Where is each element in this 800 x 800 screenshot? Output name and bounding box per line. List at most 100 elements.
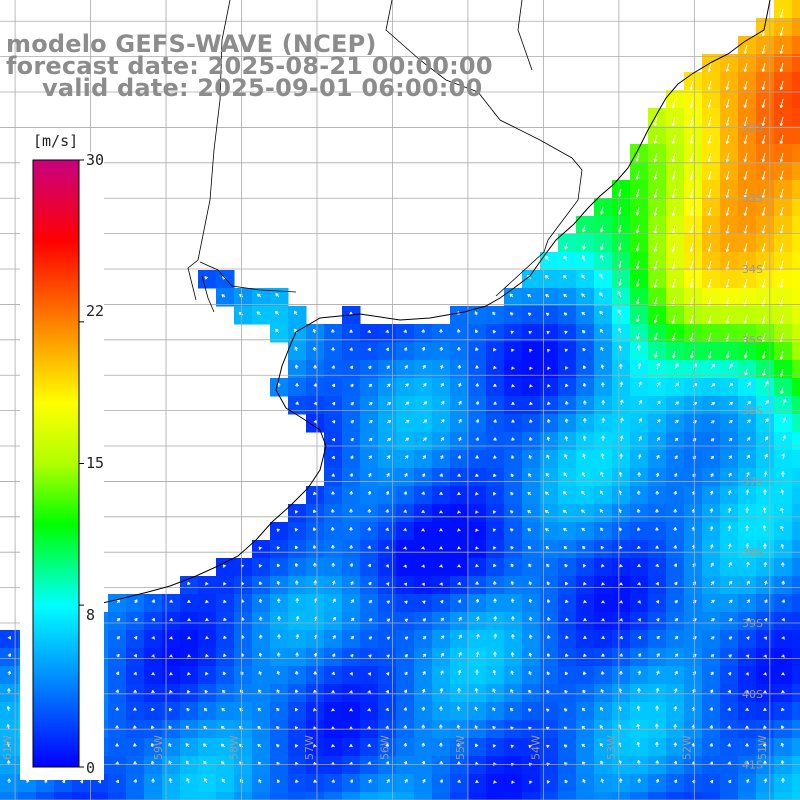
- wind-speed-cell: [702, 792, 721, 800]
- wind-arrow-head: [581, 527, 585, 530]
- wind-arrow: [708, 170, 712, 180]
- wind-speed-cell: [486, 648, 505, 667]
- wind-speed-cell: [378, 774, 397, 793]
- wind-arrow: [636, 296, 640, 305]
- wind-speed-cell: [234, 648, 253, 667]
- wind-arrow-head: [222, 689, 226, 692]
- wind-arrow-head: [730, 420, 733, 424]
- wind-speed-cell: [432, 702, 451, 721]
- wind-speed-cell: [468, 378, 487, 397]
- wind-speed-cell: [468, 738, 487, 757]
- wind-arrow-head: [388, 383, 391, 388]
- wind-arrow: [600, 254, 604, 262]
- wind-arrow-head: [671, 212, 674, 216]
- wind-arrow-head: [152, 672, 155, 676]
- wind-speed-cell: [774, 432, 793, 451]
- wind-arrow-head: [405, 600, 408, 605]
- wind-speed-cell: [522, 450, 541, 469]
- wind-arrow-head: [707, 194, 710, 198]
- wind-arrow-head: [295, 545, 299, 549]
- wind-arrow-head: [637, 705, 641, 709]
- wind-speed-cell: [288, 306, 307, 325]
- wind-arrow-head: [529, 634, 533, 638]
- wind-speed-cell: [288, 378, 307, 397]
- wind-arrow: [744, 44, 748, 54]
- wind-speed-cell: [468, 324, 487, 343]
- colorbar-tick-label: 30: [86, 151, 105, 169]
- wind-arrow-head: [761, 248, 764, 252]
- wind-speed-cell: [198, 612, 217, 631]
- wind-speed-cell: [504, 288, 523, 307]
- wind-arrow: [780, 386, 784, 395]
- wind-arrow: [672, 206, 676, 216]
- wind-arrow-head: [671, 140, 674, 144]
- wind-speed-cell: [126, 666, 145, 685]
- wind-speed-cell: [792, 126, 800, 145]
- wind-arrow-head: [764, 707, 767, 711]
- wind-arrow-head: [206, 600, 209, 603]
- wind-arrow-head: [350, 508, 353, 513]
- wind-speed-cell: [738, 432, 757, 451]
- wind-speed-cell: [324, 414, 343, 433]
- wind-speed-cell: [792, 432, 800, 451]
- wind-arrow-head: [564, 762, 568, 764]
- wind-speed-cell: [108, 666, 127, 685]
- wind-speed-cell: [540, 252, 559, 271]
- wind-arrow-head: [584, 618, 587, 622]
- wind-speed-cell: [288, 612, 307, 631]
- wind-arrow-head: [405, 528, 407, 532]
- wind-speed-cell: [342, 684, 361, 703]
- wind-speed-cell: [720, 360, 739, 379]
- wind-speed-cell: [450, 630, 469, 649]
- wind-speed-cell: [792, 648, 800, 667]
- wind-speed-cell: [522, 306, 541, 325]
- wind-speed-cell: [270, 288, 289, 307]
- wind-speed-cell: [630, 540, 649, 559]
- wind-speed-cell: [288, 342, 307, 361]
- wind-speed-cell: [414, 522, 433, 541]
- wind-speed-cell: [792, 558, 800, 577]
- latitude-label: 33S: [742, 192, 763, 205]
- wind-arrow-head: [425, 419, 428, 423]
- wind-speed-cell: [792, 594, 800, 613]
- wind-arrow-head: [459, 669, 462, 674]
- wind-speed-cell: [756, 576, 775, 595]
- wind-arrow-head: [511, 455, 515, 459]
- colorbar: [32, 159, 80, 768]
- wind-speed-cell: [774, 774, 793, 793]
- longitude-label: 57W: [303, 735, 316, 760]
- wind-speed-cell: [576, 252, 595, 271]
- wind-arrow-head: [565, 599, 569, 603]
- wind-arrow: [780, 332, 784, 342]
- wind-speed-cell: [792, 792, 800, 800]
- wind-speed-cell: [558, 522, 577, 541]
- colorbar-tick-label: 15: [86, 454, 105, 472]
- wind-arrow-head: [440, 724, 443, 728]
- wind-speed-cell: [792, 288, 800, 307]
- wind-arrow: [600, 224, 604, 233]
- wind-arrow-head: [563, 274, 567, 277]
- wind-arrow-head: [671, 320, 674, 324]
- wind-speed-cell: [540, 324, 559, 343]
- latitude-label: 38S: [742, 546, 763, 559]
- wind-speed-cell: [450, 738, 469, 757]
- wind-arrow: [654, 314, 658, 324]
- wind-speed-cell: [792, 18, 800, 37]
- wind-speed-cell: [792, 774, 800, 793]
- wind-arrow-head: [458, 492, 461, 496]
- wind-arrow-head: [653, 194, 656, 198]
- wind-speed-cell: [162, 702, 181, 721]
- wind-arrow-head: [656, 545, 659, 549]
- wind-arrow-head: [295, 761, 299, 765]
- wind-speed-cell: [558, 486, 577, 505]
- wind-speed-cell: [666, 522, 685, 541]
- wind-arrow: [728, 363, 733, 370]
- wind-arrow-head: [761, 122, 764, 126]
- wind-speed-cell: [504, 324, 523, 343]
- wind-speed-cell: [288, 594, 307, 613]
- wind-speed-cell: [450, 468, 469, 487]
- wind-arrow-head: [494, 598, 497, 602]
- wind-arrow-head: [747, 636, 750, 640]
- wind-speed-cell: [234, 666, 253, 685]
- wind-speed-cell: [630, 378, 649, 397]
